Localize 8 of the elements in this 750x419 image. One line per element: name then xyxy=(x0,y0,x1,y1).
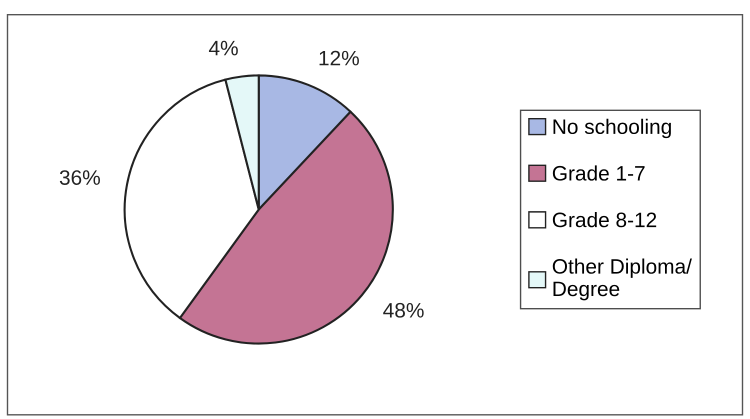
legend-label: Grade 8-12 xyxy=(552,212,656,228)
data-label: 48% xyxy=(383,302,424,318)
legend-label: Grade 1-7 xyxy=(552,165,645,181)
data-label: 4% xyxy=(208,40,238,56)
data-label: 12% xyxy=(320,50,359,66)
legend-label: Other Diploma/ Degree xyxy=(552,258,692,300)
legend-label: No schooling xyxy=(554,118,671,138)
data-label: 36% xyxy=(60,170,100,185)
